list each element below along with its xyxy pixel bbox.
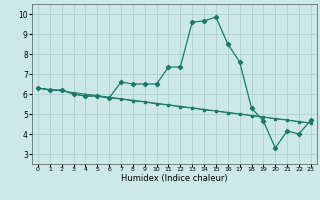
- X-axis label: Humidex (Indice chaleur): Humidex (Indice chaleur): [121, 174, 228, 183]
